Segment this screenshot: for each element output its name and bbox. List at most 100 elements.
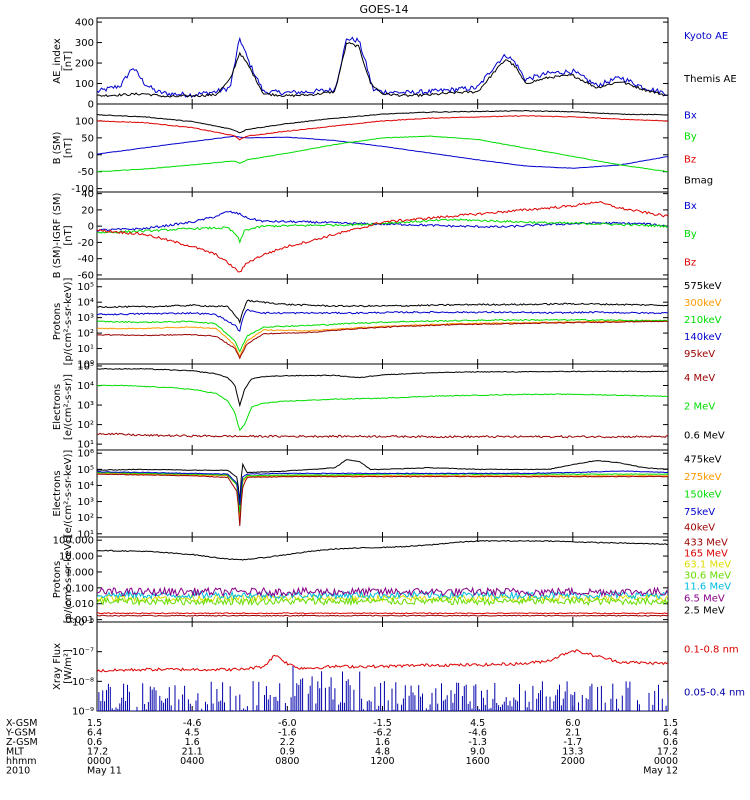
series-line-575kev [97,299,668,325]
legend-label: 30.6 MeV [684,570,731,581]
series-line-bx [97,135,668,169]
y-tick-label: 10¹ [77,440,94,451]
y-tick-label: 10¹ [77,344,94,355]
y-tick-label: 0 [88,150,94,161]
axis-row-value: 21.1 [182,747,203,758]
legend-label: 2 MeV [684,401,715,412]
y-axis-label: AE_index[nT] [52,38,74,84]
series-line-275kev [97,472,668,518]
y-tick-label: 400 [75,18,94,29]
y-tick-label: 300 [75,38,94,49]
series-line-95kev [97,320,668,360]
bottom-axis-table: X-GSM 1.5 -4.6 -6.0 -1.5 4.5 6.0 1.5 Y-GSM 6.4 4.5… [5,718,678,777]
y-tick-label: 200 [75,59,94,70]
axis-row-value: May 12 [643,766,678,777]
legend-label: 6.5 MeV [684,593,725,604]
xray-short-channel-spikes [97,666,668,711]
panel-frame [96,536,669,623]
y-tick-label: 100 [75,116,94,127]
y-tick-label: 50 [81,133,94,144]
legend-label: Bz [684,155,696,166]
axis-row-value: 6.4 [87,728,102,739]
y-axis-label: Xray Flux[W/m²] [52,643,74,690]
legend-label: 433 MeV [684,537,728,548]
series-line-4-mev [97,432,668,439]
legend-label: Themis AE [683,74,737,85]
legend-label: 4 MeV [684,373,715,384]
y-tick-label: 0.010 [65,599,94,610]
y-tick-label: 10¹ [77,529,94,540]
legend-label: 11.6 MeV [684,581,731,592]
y-tick-label: 0.001 [65,615,94,626]
legend-label: 0.05-0.4 nm [684,687,745,698]
legend-label: By [684,132,697,143]
y-tick-label: 10⁵ [77,361,94,372]
axis-row-value: 4.5 [185,728,200,739]
series-line-by [97,135,668,173]
series-line-150kev [97,471,668,513]
y-tick-label: 100.000 [53,536,94,547]
y-tick-label: 1.000 [65,567,94,578]
y-axis-label: Protons[p/(cm²-s-sr-keV)] [52,536,74,624]
axis-row-value: 1.5 [87,718,102,729]
axis-row-value: May 11 [87,766,122,777]
series-line-300kev [97,319,668,358]
y-tick-label: 10⁻⁶ [72,618,94,629]
y-tick-label: -60 [78,270,94,281]
axis-row-value: 17.2 [87,747,108,758]
legend-label: 275keV [684,472,722,483]
series-line-165-mev [97,612,668,615]
legend-label: 63.1 MeV [684,559,731,570]
axis-row-value: -4.6 [183,718,202,729]
axis-row-value: 1600 [466,756,490,767]
y-tick-label: 10.000 [59,552,94,563]
series-line-2-mev [97,384,668,432]
series-line-2-5-mev [97,539,668,561]
series-line-bz [97,115,668,141]
y-tick-label: 10⁰ [77,360,94,371]
y-tick-label: 10⁵ [77,282,94,293]
axis-row-value: 0000 [87,756,111,767]
y-tick-label: 10³ [77,401,94,412]
legend-label: 2.5 MeV [684,605,725,616]
series-line-kyoto-ae [97,36,668,99]
y-tick-label: 40 [81,189,94,200]
series-line-75kev [97,470,668,506]
y-tick-label: 10⁻⁸ [72,677,94,688]
y-axis-label: Electrons[e/(cm²-s-sr-keV)] [52,450,74,538]
axis-row-value: -4.6 [468,728,487,739]
plot-title: GOES-14 [359,3,408,16]
y-axis-label: Protons[p/(cm²-s-sr-keV)] [52,278,74,366]
panel-electrons_kev: 10¹ 10² 10³ 10⁴ 10⁵ 10⁶Electrons[e/(cm²-s-sr-… [52,449,722,541]
panel-protons: 10⁰ 10¹ 10² 10³ 10⁴ 10⁵Protons[p/(cm²-s-sr-ke… [52,278,722,371]
y-tick-label: 10² [77,513,94,524]
legend-label: By [684,229,697,240]
panel-xray: 10⁻⁹ 10⁻⁸ 10⁻⁷ 10⁻⁶ Xray Flux[W/m²] 0.1-0.8 n… [52,618,745,718]
y-tick-label: 0.100 [65,583,94,594]
axis-row-value: 2.1 [565,728,580,739]
series-line-11-6-mev [97,589,668,601]
series-line-themis-ae [97,41,668,98]
series-line-210kev [97,318,668,353]
axis-row-value: 1200 [370,756,394,767]
y-tick-label: 100 [75,79,94,90]
axis-row-value: 2.2 [280,737,295,748]
series-line-bz [97,201,668,273]
legend-label: 140keV [684,332,722,343]
axis-row-value: 1.6 [375,737,390,748]
panel-protons_mev: 0.001 0.010 0.100 1.000 10.000 100.000Protons… [52,536,731,627]
legend-label: 475keV [684,455,722,466]
series-line-140kev [97,309,668,332]
axis-row-value: 13.3 [562,747,583,758]
y-tick-label: 0 [88,222,94,233]
legend-label: 0.1-0.8 nm [684,645,739,656]
axis-row-value: 0800 [275,756,299,767]
axis-row-value: -6.0 [278,718,297,729]
y-tick-label: -40 [78,254,94,265]
axis-row-value: 2000 [561,756,585,767]
y-axis-label: B (SM)[nT] [52,131,74,164]
y-tick-label: 10² [77,420,94,431]
